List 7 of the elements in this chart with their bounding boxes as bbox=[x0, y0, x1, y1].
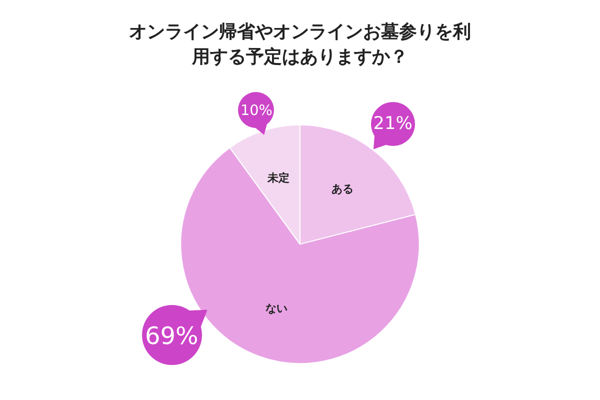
data-label: 69% bbox=[145, 322, 198, 350]
slice-label: 未定 bbox=[266, 171, 290, 184]
slice-label: ない bbox=[266, 302, 288, 316]
slice-label: ある bbox=[331, 182, 354, 196]
data-label: 10% bbox=[240, 103, 272, 120]
chart-title: オンライン帰省やオンラインお墓参りを利用する予定はありますか？ bbox=[129, 21, 471, 68]
data-label: 21% bbox=[373, 114, 412, 135]
